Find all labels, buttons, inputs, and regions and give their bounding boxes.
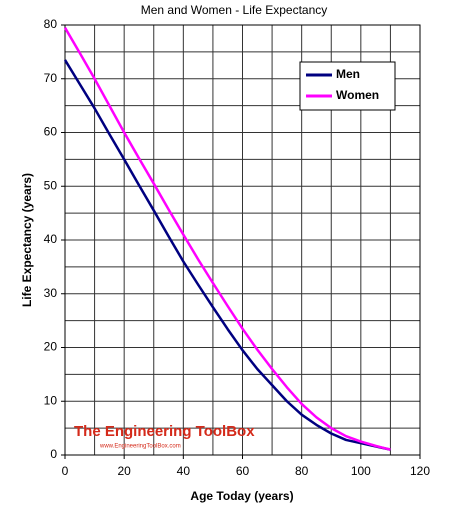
y-axis-label: Life Expectancy (years): [20, 173, 34, 307]
watermark-url: www.EngineeringToolBox.com: [99, 444, 181, 450]
x-tick-label: 0: [62, 464, 69, 478]
x-tick-label: 120: [410, 464, 430, 478]
y-tick-label: 50: [44, 178, 58, 192]
legend-box: [299, 61, 396, 111]
y-tick-label: 70: [44, 71, 58, 85]
y-tick-label: 40: [44, 232, 58, 246]
series-line: [63, 27, 391, 451]
y-tick-label: 20: [44, 340, 58, 354]
chart-title: Men and Women - Life Expectancy: [141, 3, 328, 17]
y-tick-label: 30: [44, 286, 58, 300]
x-tick-label: 20: [117, 464, 131, 478]
legend-label: Men: [336, 67, 360, 81]
x-tick-label: 60: [236, 464, 250, 478]
x-axis-label: Age Today (years): [190, 489, 293, 503]
watermark-title: The Engineering ToolBox: [74, 423, 255, 440]
x-tick-label: 40: [177, 464, 191, 478]
y-tick-label: 80: [44, 17, 58, 31]
x-tick-label: 80: [295, 464, 309, 478]
y-tick-label: 60: [44, 125, 58, 139]
x-tick-label: 100: [351, 464, 371, 478]
series-line: [63, 59, 391, 451]
y-tick-label: 0: [50, 447, 57, 461]
legend-label: Women: [336, 88, 379, 102]
y-tick-label: 10: [44, 393, 58, 407]
